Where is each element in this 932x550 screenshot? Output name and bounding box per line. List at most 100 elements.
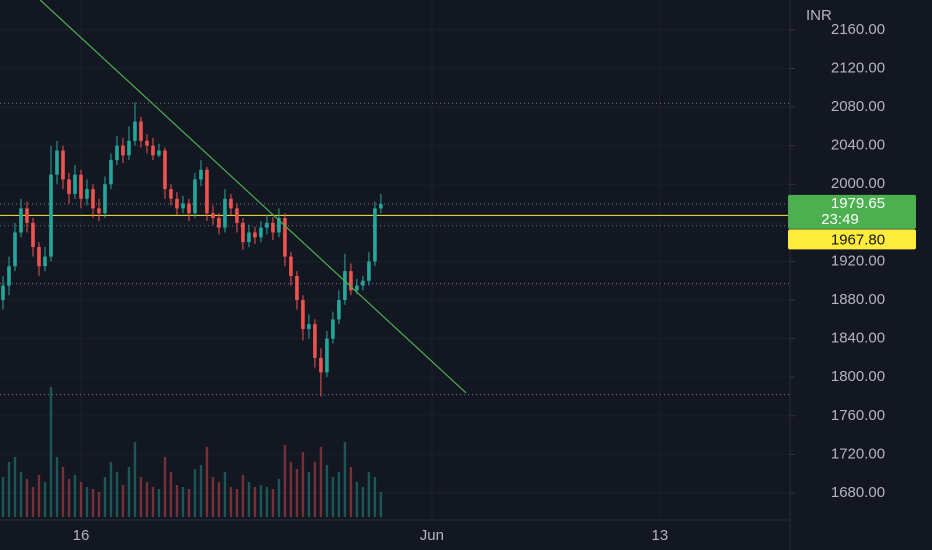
volume-bar xyxy=(133,442,137,517)
volume-bar xyxy=(115,472,119,517)
candle-body xyxy=(67,179,71,194)
candle-body xyxy=(301,300,305,329)
price-line-box xyxy=(788,229,916,250)
candle-body xyxy=(145,140,149,146)
volume-bar xyxy=(271,489,275,517)
candle-body xyxy=(313,324,317,358)
volume-bar xyxy=(205,447,209,517)
volume-bar xyxy=(259,485,263,517)
candle-body xyxy=(55,150,59,175)
candle-body xyxy=(7,266,11,286)
candle-body xyxy=(349,271,353,291)
candle-body xyxy=(151,145,155,156)
y-tick-label: 2080.00 xyxy=(831,98,885,115)
y-tick-label: 1880.00 xyxy=(831,291,885,308)
volume-bar xyxy=(91,489,95,517)
candle-body xyxy=(211,213,215,219)
volume-bar xyxy=(307,472,311,517)
candle-body xyxy=(139,121,143,141)
volume-bar xyxy=(325,465,329,517)
volume-bar xyxy=(73,475,77,517)
countdown-label: 23:49 xyxy=(821,211,859,228)
candle-body xyxy=(259,227,263,238)
candle-body xyxy=(133,121,137,141)
volume-bar xyxy=(319,447,323,517)
candle-body xyxy=(121,145,125,156)
volume-bar xyxy=(211,477,215,517)
volume-bar xyxy=(175,485,179,517)
candle-body xyxy=(265,222,269,228)
volume-bar xyxy=(157,489,161,517)
candle-body xyxy=(187,203,191,214)
candle-body xyxy=(103,184,107,214)
volume-bar xyxy=(343,442,347,517)
candle-body xyxy=(73,174,77,194)
candle-body xyxy=(19,208,23,233)
candle-body xyxy=(343,271,347,301)
volume-bar xyxy=(43,482,47,517)
y-tick-label: 2120.00 xyxy=(831,59,885,76)
candle-body xyxy=(361,280,365,286)
volume-bar xyxy=(331,477,335,517)
y-tick-label: 1800.00 xyxy=(831,368,885,385)
volume-bar xyxy=(127,467,131,517)
volume-bar xyxy=(25,479,29,517)
y-tick-label: 1920.00 xyxy=(831,252,885,269)
candle-body xyxy=(169,189,173,199)
plot-area xyxy=(0,0,790,520)
y-tick-label: 1720.00 xyxy=(831,445,885,462)
y-tick-label: 2000.00 xyxy=(831,175,885,192)
candle-body xyxy=(289,256,293,276)
candle-body xyxy=(373,208,377,262)
candle-body xyxy=(25,208,29,223)
volume-bar xyxy=(193,469,197,517)
last-price-box xyxy=(788,194,916,229)
candle-body xyxy=(163,150,167,190)
candle-body xyxy=(199,169,203,180)
volume-bar xyxy=(379,492,383,517)
volume-bar xyxy=(1,477,5,517)
candle-body xyxy=(271,222,275,233)
candle-body xyxy=(79,174,83,199)
volume-bar xyxy=(235,489,239,517)
volume-bar xyxy=(97,492,101,517)
volume-bar xyxy=(295,469,299,517)
candle-body xyxy=(115,145,119,161)
candle-body xyxy=(181,203,185,209)
volume-bar xyxy=(49,387,53,517)
candle-body xyxy=(247,232,251,243)
candle-body xyxy=(91,189,95,209)
candle-body xyxy=(379,203,383,209)
volume-bar xyxy=(313,462,317,517)
candle-body xyxy=(319,357,323,373)
candle-body xyxy=(235,208,239,223)
candle-body xyxy=(337,300,341,320)
last-price-label: 1979.65 xyxy=(831,195,885,212)
volume-bar xyxy=(355,482,359,517)
volume-bar xyxy=(145,482,149,517)
candle-body xyxy=(1,285,5,301)
volume-bar xyxy=(247,482,251,517)
volume-bar xyxy=(31,487,35,517)
candle-body xyxy=(175,198,179,209)
volume-bar xyxy=(181,487,185,517)
volume-bar xyxy=(199,465,203,517)
volume-bar xyxy=(187,489,191,517)
volume-bar xyxy=(349,467,353,517)
volume-bar xyxy=(151,487,155,517)
volume-bar xyxy=(361,487,365,517)
volume-bar xyxy=(139,477,143,517)
y-tick-label: 1840.00 xyxy=(831,330,885,347)
volume-bar xyxy=(289,462,293,517)
volume-bar xyxy=(373,477,377,517)
volume-bar xyxy=(223,472,227,517)
candle-body xyxy=(205,169,209,214)
volume-bar xyxy=(67,479,71,517)
currency-label: INR xyxy=(806,7,832,24)
candle-body xyxy=(241,222,245,243)
candle-body xyxy=(85,189,89,199)
candle-body xyxy=(13,232,17,267)
